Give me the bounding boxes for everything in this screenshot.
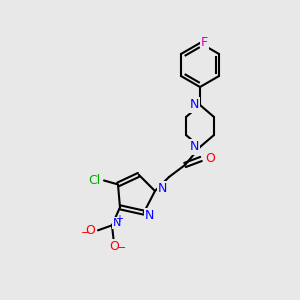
Text: N: N	[113, 218, 122, 228]
Text: N: N	[190, 98, 199, 112]
Text: −: −	[117, 243, 127, 253]
Text: N: N	[145, 209, 154, 222]
Text: F: F	[201, 37, 208, 50]
Text: Cl: Cl	[89, 174, 101, 187]
Text: N: N	[190, 140, 199, 154]
Text: −: −	[81, 228, 91, 238]
Text: O: O	[205, 152, 215, 166]
Text: O: O	[85, 224, 95, 237]
Text: +: +	[115, 214, 123, 224]
Text: O: O	[109, 240, 119, 253]
Text: N: N	[158, 182, 167, 196]
